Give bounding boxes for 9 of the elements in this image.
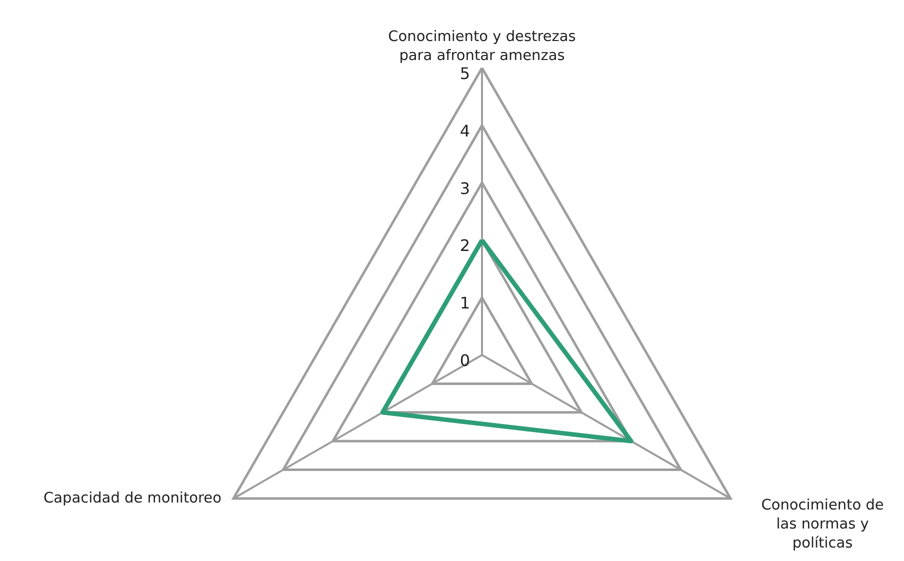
y-tick-label: 2 xyxy=(460,236,470,256)
y-tick-label: 3 xyxy=(460,178,470,198)
y-tick-label: 5 xyxy=(460,64,470,83)
y-tick-label: 0 xyxy=(460,351,470,370)
spoke-label: Capacidad de monitoreo xyxy=(44,490,222,506)
y-tick-label: 1 xyxy=(460,294,470,313)
spoke-label: Conocimiento y destrezas para afrontar amenzas xyxy=(388,29,576,64)
y-tick-label: 4 xyxy=(460,121,470,140)
spoke-label: Conocimiento de las normas y políticas xyxy=(761,498,884,552)
